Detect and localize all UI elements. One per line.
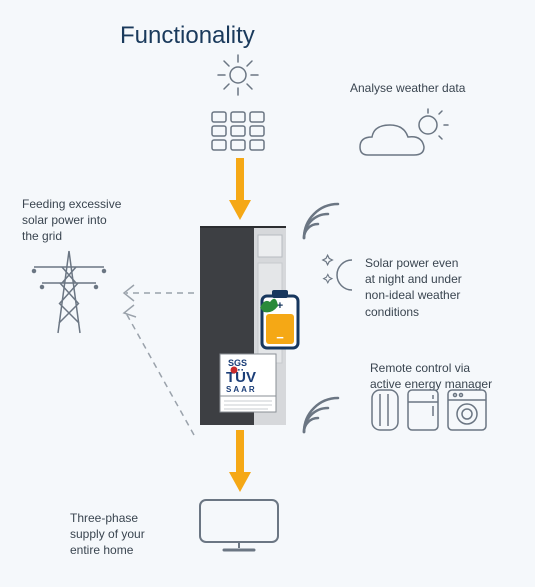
solar-panel-icon [210,110,270,152]
arrow-down-icon [229,430,251,492]
tuv-badge-icon: SGS TÜV SAAR [218,352,278,416]
appliances-icon [370,386,490,434]
monitor-icon [196,496,282,554]
tuv-top: SGS [228,358,247,368]
page-title: Functionality [120,22,255,50]
sun-icon [216,53,260,97]
label-home: Three-phase supply of your entire home [70,510,190,559]
cloud-sun-icon [350,105,460,170]
label-grid: Feeding excessive solar power into the g… [22,196,162,245]
battery-icon: + − [258,288,304,352]
arrow-down-icon [229,158,251,220]
tuv-mid: TÜV [226,369,256,386]
signal-icon [298,392,344,438]
label-night: Solar power even at night and under non-… [365,255,525,320]
pylon-icon [28,245,110,337]
signal-icon [298,198,344,244]
svg-text:−: − [276,330,284,345]
dashed-arrows-icon [108,275,200,475]
tuv-bot: SAAR [226,385,257,394]
label-weather: Analyse weather data [350,80,510,96]
moon-stars-icon [318,252,362,298]
